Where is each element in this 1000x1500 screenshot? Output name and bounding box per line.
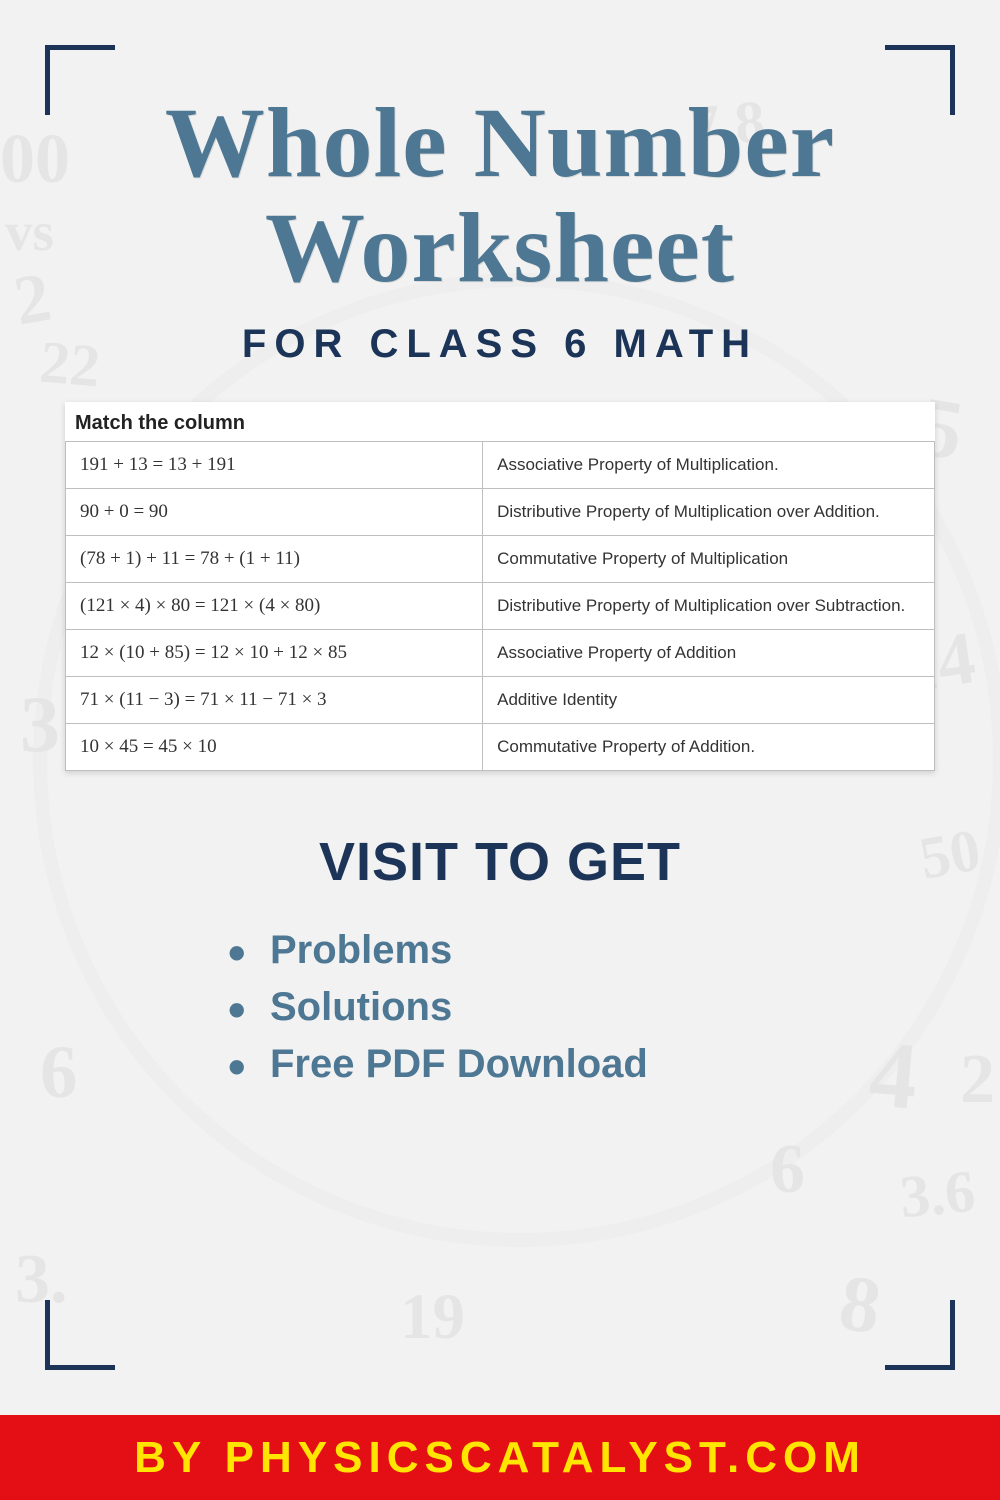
page-title: Whole Number Worksheet — [60, 90, 940, 300]
equation-cell: 90 + 0 = 90 — [66, 489, 483, 536]
corner-bottom-right — [885, 1300, 955, 1370]
table-row: 191 + 13 = 13 + 191Associative Property … — [66, 442, 935, 489]
equation-cell: (78 + 1) + 11 = 78 + (1 + 11) — [66, 536, 483, 583]
list-item: Solutions — [220, 985, 780, 1030]
equation-cell: (121 × 4) × 80 = 121 × (4 × 80) — [66, 583, 483, 630]
table-row: (121 × 4) × 80 = 121 × (4 × 80)Distribut… — [66, 583, 935, 630]
list-item: Free PDF Download — [220, 1042, 780, 1087]
match-table-container: Match the column 191 + 13 = 13 + 191Asso… — [65, 402, 935, 771]
page-subtitle: FOR CLASS 6 MATH — [60, 322, 940, 367]
title-line-2: Worksheet — [60, 195, 940, 300]
property-cell: Associative Property of Addition — [483, 630, 935, 677]
equation-cell: 71 × (11 − 3) = 71 × 11 − 71 × 3 — [66, 677, 483, 724]
main-content: Whole Number Worksheet FOR CLASS 6 MATH … — [0, 0, 1000, 1087]
property-cell: Commutative Property of Addition. — [483, 724, 935, 771]
bg-number: 6 — [770, 1130, 805, 1210]
table-row: 12 × (10 + 85) = 12 × 10 + 12 × 85Associ… — [66, 630, 935, 677]
visit-heading: VISIT TO GET — [60, 831, 940, 893]
match-table: 191 + 13 = 13 + 191Associative Property … — [65, 441, 935, 771]
bg-number: 3.6 — [897, 1157, 978, 1232]
footer-attribution: BY PHYSICSCATALYST.COM — [0, 1415, 1000, 1500]
bg-number: 19 — [400, 1280, 465, 1355]
equation-cell: 12 × (10 + 85) = 12 × 10 + 12 × 85 — [66, 630, 483, 677]
table-row: (78 + 1) + 11 = 78 + (1 + 11)Commutative… — [66, 536, 935, 583]
corner-bottom-left — [45, 1300, 115, 1370]
feature-list: Problems Solutions Free PDF Download — [220, 928, 780, 1087]
property-cell: Commutative Property of Multiplication — [483, 536, 935, 583]
property-cell: Distributive Property of Multiplication … — [483, 583, 935, 630]
table-row: 90 + 0 = 90Distributive Property of Mult… — [66, 489, 935, 536]
property-cell: Distributive Property of Multiplication … — [483, 489, 935, 536]
property-cell: Associative Property of Multiplication. — [483, 442, 935, 489]
list-item: Problems — [220, 928, 780, 973]
table-caption: Match the column — [65, 408, 935, 441]
bg-number: 8 — [834, 1258, 886, 1354]
table-row: 10 × 45 = 45 × 10Commutative Property of… — [66, 724, 935, 771]
title-line-1: Whole Number — [60, 90, 940, 195]
equation-cell: 191 + 13 = 13 + 191 — [66, 442, 483, 489]
property-cell: Additive Identity — [483, 677, 935, 724]
table-row: 71 × (11 − 3) = 71 × 11 − 71 × 3Additive… — [66, 677, 935, 724]
equation-cell: 10 × 45 = 45 × 10 — [66, 724, 483, 771]
